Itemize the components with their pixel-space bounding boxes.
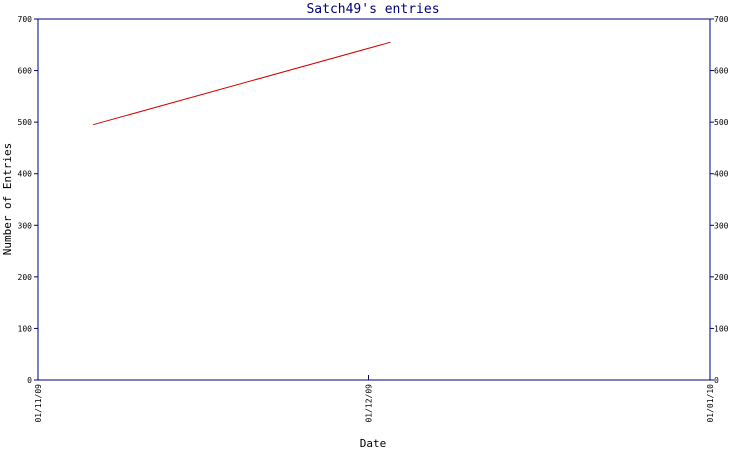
y-tick-label-right: 100 — [714, 324, 729, 333]
y-tick-label-left: 0 — [27, 376, 32, 385]
y-tick-label-left: 100 — [18, 324, 33, 333]
series-layer — [92, 41, 391, 126]
y-tick-label-right: 300 — [714, 221, 729, 230]
x-axis: 01/11/09 01/12/09 01/01/10 — [34, 375, 715, 423]
x-axis-label: Date — [360, 437, 387, 450]
y-tick-label-left: 200 — [18, 273, 33, 282]
x-tick-label: 01/11/09 — [34, 384, 43, 423]
y-tick-label-right: 400 — [714, 170, 729, 179]
x-tick-label: 01/01/10 — [706, 384, 715, 423]
y-axis-left: 0 100 200 300 400 500 600 700 — [18, 15, 38, 385]
plot-frame — [37, 18, 711, 381]
y-tick-label-right: 200 — [714, 273, 729, 282]
x-tick-label: 01/12/09 — [364, 384, 373, 423]
y-tick-label-right: 600 — [714, 67, 729, 76]
y-tick-label-right: 700 — [714, 15, 729, 24]
y-tick-label-right: 0 — [714, 376, 719, 385]
y-axis-right: 0 100 200 300 400 500 600 700 — [710, 15, 729, 385]
y-tick-label-left: 300 — [18, 221, 33, 230]
plot-area-border — [37, 18, 711, 381]
y-tick-label-left: 700 — [18, 15, 33, 24]
y-tick-label-left: 400 — [18, 170, 33, 179]
y-tick-label-left: 600 — [18, 67, 33, 76]
series-line — [92, 41, 391, 126]
y-tick-label-right: 500 — [714, 118, 729, 127]
y-tick-label-left: 500 — [18, 118, 33, 127]
y-axis-label: Number of Entries — [1, 143, 14, 256]
chart-title: Satch49's entries — [306, 2, 439, 17]
